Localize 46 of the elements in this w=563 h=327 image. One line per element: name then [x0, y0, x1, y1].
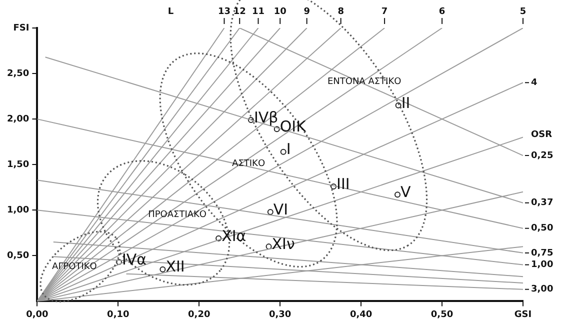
- series-label: 0,25: [531, 150, 554, 161]
- series-label: II: [401, 94, 410, 112]
- annotation: ΑΣΤΙΚΟ: [232, 159, 266, 170]
- x-tick-label: 0,00: [26, 310, 48, 320]
- series-label: 7: [381, 6, 388, 17]
- series-label: XII: [166, 258, 185, 276]
- x-tick-label: GSI: [514, 310, 532, 320]
- y2-axis-title: OSR: [531, 130, 552, 140]
- series-label: OIK: [280, 117, 308, 136]
- series-label: I: [286, 140, 291, 158]
- x-tick-label: 0,50: [430, 310, 454, 320]
- series-label: XIν: [272, 234, 295, 253]
- series-label: 8: [338, 6, 344, 17]
- series-label: 0,37: [531, 198, 554, 208]
- series-label: 11: [252, 6, 265, 17]
- y-tick-label: 1,00: [6, 205, 30, 216]
- series-label: VI: [273, 200, 288, 218]
- annotation: ΠΡΟΑΣΤΙΑΚΟ: [148, 210, 206, 220]
- series-label: 9: [304, 6, 310, 17]
- series-label: 0,75: [531, 248, 554, 258]
- x-tick-label: 0,40: [350, 310, 372, 320]
- series-label: 10: [274, 6, 286, 17]
- series-label: 1,00: [531, 260, 554, 270]
- series-label: IVβ: [254, 108, 278, 126]
- series-label: V: [400, 183, 412, 202]
- y-tick-label: 2,00: [6, 114, 30, 124]
- x-tick-label: 0,30: [268, 310, 292, 320]
- annotation: ΑΓΡΟΤΙΚΟ: [52, 262, 97, 272]
- series-label: 6: [438, 6, 446, 17]
- annotation: ΕΝΤΟΝΑ ΑΣΤΙΚΟ: [327, 77, 402, 88]
- series-label: III: [336, 174, 350, 193]
- series-label: 12: [233, 6, 246, 17]
- x-tick-label: 0,20: [188, 310, 210, 320]
- y-tick-label: 2,50: [6, 68, 30, 79]
- series-label: 4: [531, 78, 538, 88]
- series-label: 5: [520, 6, 526, 17]
- y-tick-label: 1,50: [6, 160, 30, 170]
- y-tick-label: 0,50: [6, 251, 30, 262]
- y-tick-label: FSI: [13, 23, 30, 34]
- series-label: 0,50: [531, 224, 554, 234]
- x2-axis-title: L: [168, 6, 174, 17]
- series-label: 3,00: [531, 284, 554, 295]
- series-label: 13: [218, 6, 230, 17]
- series-label: IVα: [122, 250, 147, 268]
- x-tick-label: 0,10: [107, 310, 130, 320]
- series-label: XIα: [222, 226, 246, 245]
